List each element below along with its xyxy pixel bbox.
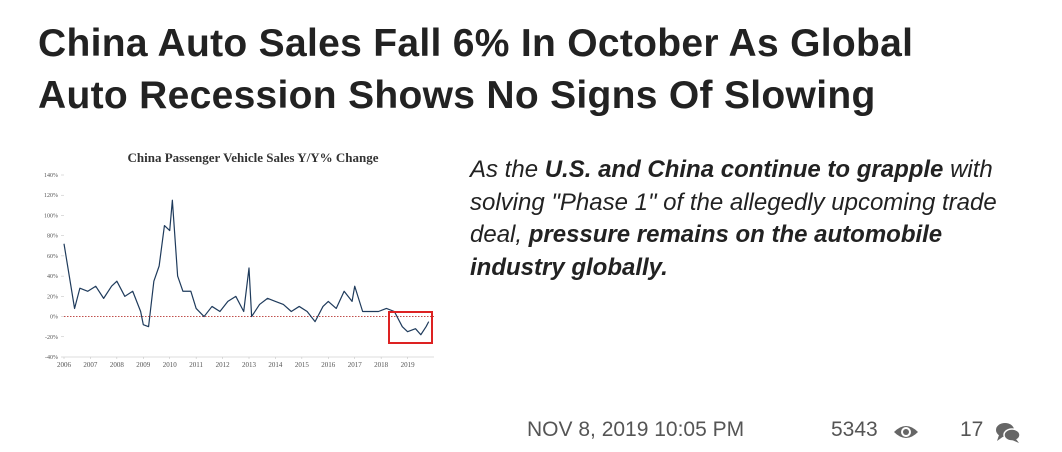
summary-segment: As the bbox=[470, 156, 545, 183]
x-tick-label: 2007 bbox=[83, 361, 98, 369]
x-tick-label: 2014 bbox=[268, 361, 283, 369]
summary-segment: U.S. and China continue to grapple bbox=[544, 156, 944, 183]
summary-segment: pressure remains on the automobile indus… bbox=[470, 221, 943, 281]
comment-icon[interactable] bbox=[995, 422, 1021, 444]
x-tick-label: 2010 bbox=[163, 361, 178, 369]
headline-line: Auto Recession Shows No Signs Of Slowing bbox=[38, 74, 876, 117]
x-tick-label: 2019 bbox=[401, 361, 416, 369]
y-tick-label: 0% bbox=[50, 315, 58, 321]
x-tick-label: 2018 bbox=[374, 361, 389, 369]
date: NOV 8, 2019 10:05 PM bbox=[527, 418, 745, 441]
x-tick-label: 2006 bbox=[57, 361, 72, 369]
highlight-box bbox=[388, 311, 433, 344]
y-tick-label: -40% bbox=[45, 355, 58, 361]
y-tick-label: 40% bbox=[47, 274, 58, 280]
y-tick-label: 120% bbox=[44, 193, 58, 199]
x-tick-label: 2011 bbox=[189, 361, 203, 369]
x-tick-label: 2008 bbox=[110, 361, 125, 369]
eye-icon bbox=[894, 426, 918, 438]
comment-count[interactable]: 17 bbox=[960, 418, 984, 441]
summary-segment: with solving "Phase 1" of the allegedly … bbox=[470, 156, 997, 248]
headline-line: China Auto Sales Fall 6% In October As G… bbox=[38, 22, 914, 65]
y-tick-label: 60% bbox=[47, 254, 58, 260]
y-tick-label: 20% bbox=[47, 294, 58, 300]
x-tick-label: 2009 bbox=[136, 361, 151, 369]
x-tick-label: 2015 bbox=[295, 361, 310, 369]
y-tick-label: 80% bbox=[47, 234, 58, 240]
data-line bbox=[63, 199, 430, 336]
view-count: 5343 bbox=[831, 418, 878, 441]
y-tick-label: 100% bbox=[44, 213, 58, 219]
summary: As the U.S. and China continue to grappl… bbox=[470, 154, 1015, 284]
x-tick-label: 2017 bbox=[348, 361, 363, 369]
chart: China Passenger Vehicle Sales Y/Y% Chang… bbox=[44, 150, 434, 369]
headline[interactable]: China Auto Sales Fall 6% In October As G… bbox=[38, 18, 913, 122]
y-tick-label: -20% bbox=[45, 335, 58, 341]
x-tick-label: 2012 bbox=[216, 361, 231, 369]
x-tick-label: 2016 bbox=[321, 361, 336, 369]
chart-title: China Passenger Vehicle Sales Y/Y% Chang… bbox=[128, 150, 379, 165]
x-tick-label: 2013 bbox=[242, 361, 257, 369]
meta: NOV 8, 2019 10:05 PM 5343 17 bbox=[0, 416, 1062, 446]
y-tick-label: 140% bbox=[44, 173, 58, 179]
